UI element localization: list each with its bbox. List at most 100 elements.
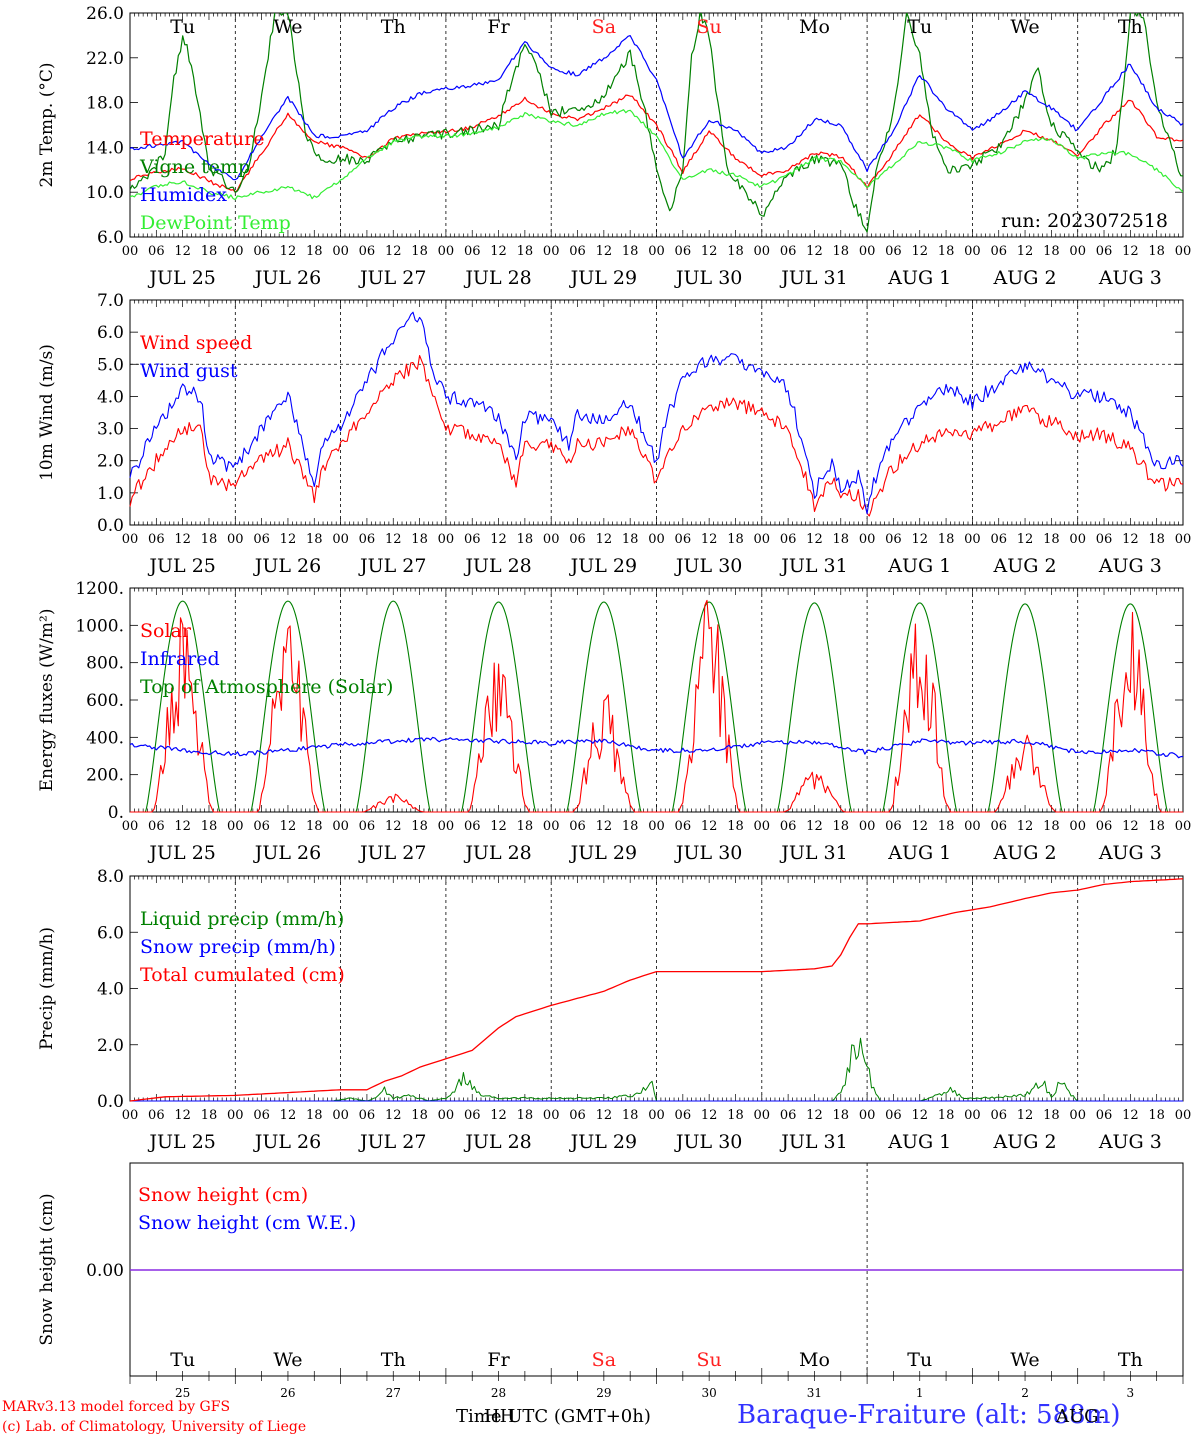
hour-tick-label: 18 <box>517 244 534 259</box>
y-axis-label: 2m Temp. (°C) <box>37 62 57 187</box>
y-tick-label: 6.0 <box>97 923 124 943</box>
day-name: We <box>1010 16 1039 38</box>
hour-tick-label: 06 <box>990 532 1007 547</box>
hour-tick-label: 00 <box>964 1108 981 1123</box>
hour-tick-label: 18 <box>938 244 955 259</box>
hour-tick-label: 06 <box>359 819 376 834</box>
date-label: JUL 31 <box>779 1131 847 1153</box>
hour-tick-label: 12 <box>174 244 191 259</box>
hour-tick-label: 12 <box>174 532 191 547</box>
hour-tick-label: 18 <box>938 532 955 547</box>
hour-tick-label: 06 <box>675 819 692 834</box>
hour-tick-label: 00 <box>332 244 349 259</box>
hour-tick-label: 00 <box>122 532 139 547</box>
hour-tick-label: 00 <box>1069 1108 1086 1123</box>
legend-entry: Wind speed <box>140 332 252 354</box>
hour-tick-label: 18 <box>622 244 639 259</box>
date-label: JUL 27 <box>358 842 426 864</box>
y-axis-label: Energy fluxes (W/m²) <box>37 609 57 792</box>
day-name: Sa <box>592 16 616 38</box>
hour-tick-label: 06 <box>569 244 586 259</box>
day-name: We <box>1010 1349 1039 1371</box>
hour-tick-label: 18 <box>306 244 323 259</box>
hour-tick-label: 12 <box>280 1108 297 1123</box>
hour-tick-label: 00 <box>227 819 244 834</box>
legend: Snow height (cm) Snow height (cm W.E.) <box>138 1184 356 1234</box>
hour-tick-label: 06 <box>464 819 481 834</box>
hour-tick-label: 06 <box>148 1108 165 1123</box>
legend: Solar Infrared Top of Atmosphere (Solar) <box>140 620 393 698</box>
series-line <box>130 13 1183 233</box>
date-label: JUL 28 <box>463 842 531 864</box>
day-number: 28 <box>491 1386 506 1400</box>
hour-tick-label: 00 <box>1175 1108 1192 1123</box>
hour-tick-label: 12 <box>1017 244 1034 259</box>
hour-tick-label: 18 <box>411 244 428 259</box>
hour-tick-label: 00 <box>438 819 455 834</box>
hour-tick-label: 06 <box>569 532 586 547</box>
day-number: 29 <box>596 1386 611 1400</box>
series-line <box>129 311 1184 515</box>
day-name: Tu <box>907 16 932 38</box>
wind-series <box>129 311 1184 517</box>
date-label: JUL 27 <box>358 555 426 577</box>
y-tick-label: 7.0 <box>97 291 124 311</box>
temperature-series <box>130 13 1183 233</box>
hour-tick-label: 06 <box>780 819 797 834</box>
y-tick-label: 0. <box>108 803 124 823</box>
hour-tick-label: 06 <box>569 1108 586 1123</box>
day-names-top: Tu We Th Fr Sa Su Mo Tu We Th <box>170 16 1143 38</box>
hour-tick-label: 18 <box>727 1108 744 1123</box>
hour-tick-label: 12 <box>701 819 718 834</box>
hour-tick-label: 12 <box>911 819 928 834</box>
legend-entry: Total cumulated (cm) <box>140 964 345 986</box>
date-label: JUL 25 <box>147 842 215 864</box>
hour-tick-label: 06 <box>253 532 270 547</box>
date-label: JUL 31 <box>779 267 847 289</box>
y-tick-label: 1.0 <box>97 484 124 504</box>
hour-tick-label: 06 <box>464 244 481 259</box>
hour-tick-label: 06 <box>885 819 902 834</box>
plot-frame <box>129 12 1184 238</box>
hour-tick-label: 18 <box>622 819 639 834</box>
hour-tick-label: 00 <box>227 1108 244 1123</box>
hour-tick-label: 18 <box>833 819 850 834</box>
hour-tick-label: 06 <box>1096 1108 1113 1123</box>
legend-entry: Snow height (cm) <box>138 1184 308 1206</box>
day-name: We <box>273 1349 302 1371</box>
day-number: 3 <box>1127 1386 1135 1400</box>
hour-tick-label: 00 <box>543 1108 560 1123</box>
x-axis-labels: 00 06 12 18 JUL 25 00 06 12 18 JUL 26 00 06 12 18 JUL … <box>122 532 1192 577</box>
hour-tick-label: 06 <box>885 532 902 547</box>
hour-tick-label: 00 <box>754 819 771 834</box>
date-label: AUG 3 <box>1098 842 1162 864</box>
hour-tick-label: 12 <box>1017 819 1034 834</box>
day-name: Fr <box>487 1349 510 1371</box>
date-label: AUG 2 <box>993 842 1057 864</box>
hour-tick-label: 00 <box>964 532 981 547</box>
hour-tick-label: 12 <box>806 1108 823 1123</box>
hour-tick-label: 06 <box>359 244 376 259</box>
hour-tick-label: 12 <box>596 819 613 834</box>
hour-tick-label: 06 <box>1096 532 1113 547</box>
hour-tick-label: 18 <box>727 532 744 547</box>
day-name: Th <box>1118 16 1143 38</box>
hour-tick-label: 12 <box>806 244 823 259</box>
hour-tick-label: 00 <box>754 532 771 547</box>
hour-tick-label: 06 <box>1096 819 1113 834</box>
y-tick-label: 10.0 <box>86 183 124 203</box>
hour-tick-label: 18 <box>201 1108 218 1123</box>
y-tick-label: 18.0 <box>86 94 124 114</box>
plot-border <box>129 587 1184 813</box>
day-name: Mo <box>799 16 830 38</box>
day-name: Th <box>1118 1349 1143 1371</box>
hour-tick-label: 06 <box>1096 244 1113 259</box>
hour-tick-label: 18 <box>833 1108 850 1123</box>
y-axis-label: 10m Wind (m/s) <box>37 344 57 481</box>
hour-tick-label: 06 <box>780 244 797 259</box>
series-line <box>129 354 1184 517</box>
legend-entry: Infrared <box>140 648 220 670</box>
temperature-panel: 6.0 10.0 14.0 18.0 22.0 26.0 2m Temp. (°C) Tu We… <box>37 4 1191 289</box>
hour-tick-label: 12 <box>280 244 297 259</box>
